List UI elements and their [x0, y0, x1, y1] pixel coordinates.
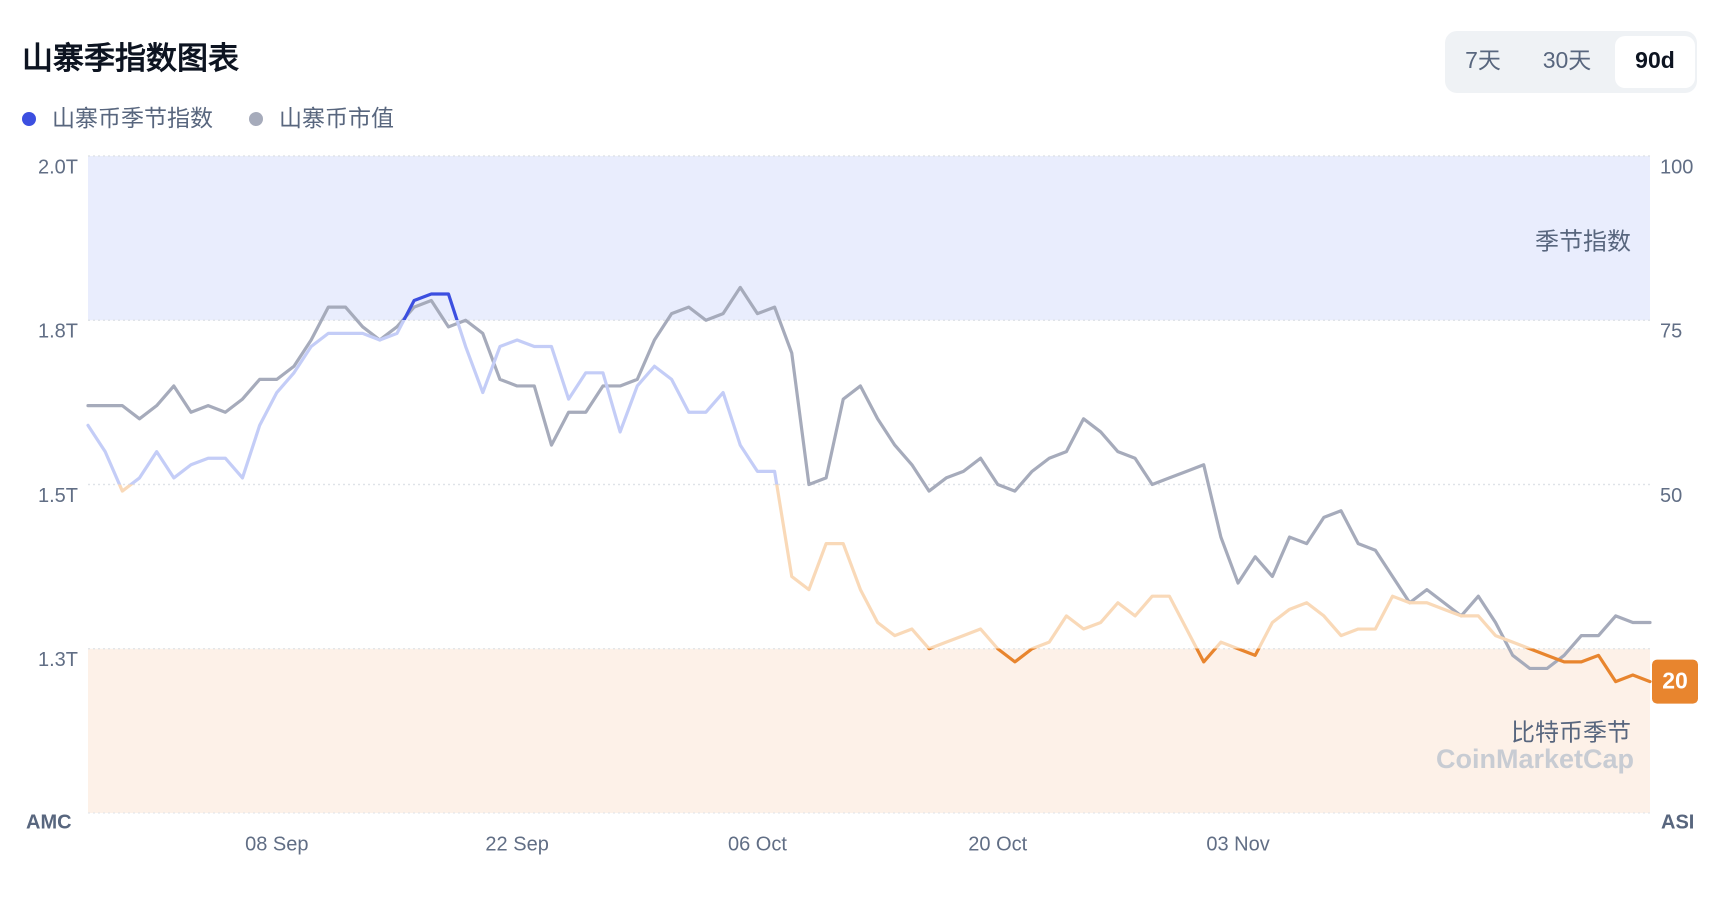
x-tick-label: 06 Oct	[728, 833, 787, 855]
range-button-active	[1615, 36, 1695, 88]
legend-label: 山寨币市值	[279, 105, 394, 131]
chart-title: 山寨季指数图表	[22, 41, 239, 76]
legend-label: 山寨币季节指数	[52, 105, 213, 131]
watermark: CoinMarketCap	[1436, 744, 1634, 774]
legend-marker	[22, 112, 36, 126]
y-tick-label: 1.5T	[38, 485, 78, 507]
legend-marker	[249, 112, 263, 126]
band-label: 比特币季节	[1511, 719, 1631, 746]
x-tick-label: 03 Nov	[1206, 833, 1269, 855]
series-line	[86, 292, 1652, 684]
y-tick-label: 2.0T	[38, 156, 78, 178]
value-badge	[1652, 659, 1698, 704]
value-label: 20	[1662, 668, 1688, 694]
y2-axis-title: ASI	[1661, 811, 1694, 833]
y-axis-title: AMC	[26, 811, 72, 833]
y-tick-label: 1.3T	[38, 649, 78, 671]
range-button[interactable]: 7天	[1465, 47, 1501, 73]
range-button[interactable]: 30天	[1543, 47, 1592, 73]
x-tick-label: 22 Sep	[485, 833, 548, 855]
y2-tick-label: 50	[1660, 485, 1682, 507]
y2-tick-label: 75	[1660, 321, 1682, 343]
y2-tick-label: 100	[1660, 156, 1693, 178]
range-button[interactable]: 90d	[1635, 47, 1675, 73]
band	[88, 648, 1650, 813]
x-tick-label: 20 Oct	[968, 833, 1027, 855]
y-tick-label: 1.8T	[38, 321, 78, 343]
x-tick-label: 08 Sep	[245, 833, 308, 855]
band-label: 季节指数	[1535, 228, 1631, 255]
series-line	[86, 285, 1652, 671]
band	[88, 156, 1650, 321]
